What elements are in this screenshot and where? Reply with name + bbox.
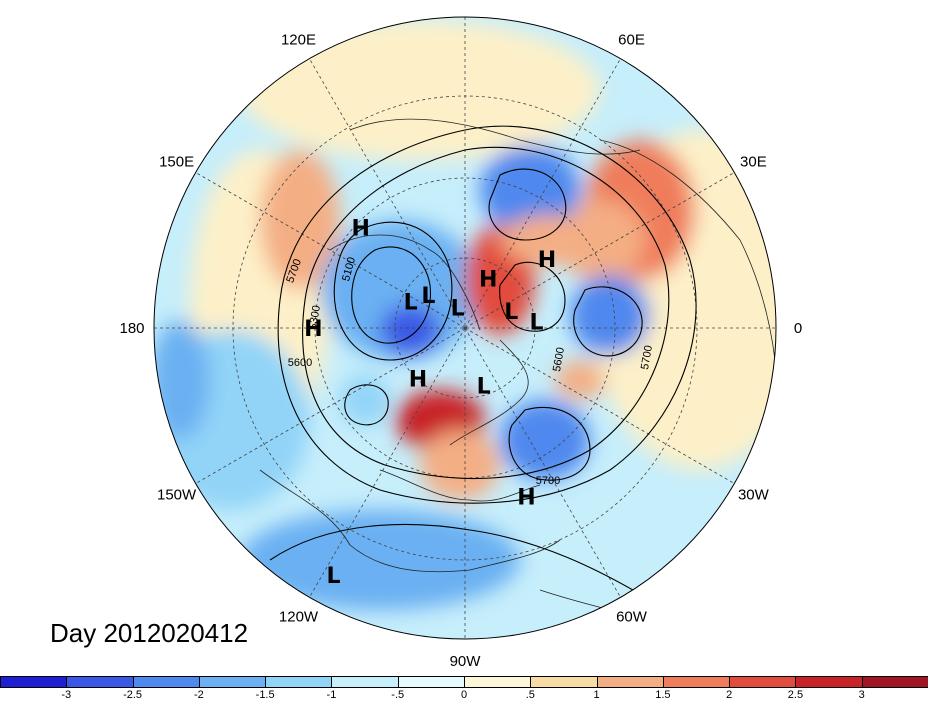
colorbar-swatch — [132, 676, 200, 688]
high-pressure-marker: H — [304, 317, 322, 342]
colorbar-tick-label: -2 — [193, 689, 204, 701]
longitude-label: 150W — [157, 487, 197, 504]
colorbar-swatch — [795, 676, 863, 688]
colorbar-tick-label: -.5 — [391, 689, 405, 701]
colorbar-swatch — [464, 676, 532, 688]
high-pressure-marker: H — [479, 267, 497, 292]
high-pressure-marker: H — [351, 216, 369, 241]
low-pressure-marker: L — [404, 291, 418, 316]
colorbar-tick-label: 2.5 — [787, 689, 804, 701]
longitude-label: 180 — [119, 320, 144, 337]
colorbar-swatch — [397, 676, 465, 688]
contour-label: 5700 — [639, 344, 655, 370]
contour-label: 5600 — [551, 346, 567, 372]
colorbar-swatch — [331, 676, 399, 688]
colorbar-tick-label: .5 — [525, 689, 535, 701]
longitude-label: 30W — [738, 487, 770, 504]
colorbar-tick-label: 0 — [460, 689, 468, 701]
colorbar-tick-label: -3 — [61, 689, 72, 701]
colorbar-swatch — [198, 676, 267, 688]
longitude-label: 0 — [794, 320, 802, 337]
colorbar-swatch — [861, 676, 928, 688]
low-pressure-marker: L — [504, 300, 518, 325]
colorbar-tick-label: 3 — [858, 689, 865, 701]
colorbar-swatch — [66, 676, 134, 688]
hemisphere-border — [153, 16, 777, 640]
colorbar-swatch — [0, 676, 68, 688]
low-pressure-marker: L — [477, 375, 491, 400]
longitude-labels: 90E 60E 30E 0 30W 60W 90W 120W 150W 180 150E 120E — [119, 0, 802, 670]
high-pressure-marker: H — [517, 486, 535, 511]
colorbar-swatch — [729, 676, 797, 688]
contour-label: 5600 — [288, 357, 312, 369]
low-pressure-marker: L — [421, 284, 435, 309]
longitude-label: 120W — [279, 608, 319, 625]
colorbar-tick-label: -1.5 — [255, 689, 275, 701]
colorbar-tick-label: -2.5 — [123, 689, 143, 701]
longitude-label: 120E — [281, 32, 316, 49]
colorbar-swatch — [530, 676, 598, 688]
longitude-label: 90E — [452, 0, 479, 4]
contour-label: 5300 — [307, 304, 323, 330]
colorbar-swatch — [265, 676, 333, 688]
high-pressure-marker: H — [538, 248, 556, 273]
longitude-label: 150E — [159, 154, 194, 171]
low-pressure-marker: L — [529, 311, 543, 336]
colorbar: -3 -2.5 -2 -1.5 -1 -.5 0 .5 1 1.5 2 2.5 3 — [0, 676, 928, 702]
colorbar-swatch — [662, 676, 731, 688]
longitude-label: 90W — [450, 653, 482, 670]
colorbar-swatch — [596, 676, 664, 688]
height-contours — [269, 125, 697, 601]
longitude-label: 30E — [740, 154, 767, 171]
high-pressure-marker: H — [409, 367, 427, 392]
anomaly-shading — [154, 17, 776, 639]
colorbar-tick-label: 2 — [726, 689, 733, 701]
colorbar-tick-label: -1 — [326, 689, 337, 701]
plot-title: Day 2012020412 — [50, 618, 249, 648]
colorbar-tick-label: 1 — [593, 689, 600, 701]
longitude-label: 60W — [616, 608, 648, 625]
coastlines — [259, 118, 776, 621]
contour-label: 5700 — [536, 475, 560, 487]
colorbar-tick-label: 1.5 — [655, 689, 671, 701]
longitude-label: 60E — [618, 32, 645, 49]
low-pressure-marker: L — [326, 564, 340, 589]
low-pressure-marker: L — [451, 297, 465, 322]
